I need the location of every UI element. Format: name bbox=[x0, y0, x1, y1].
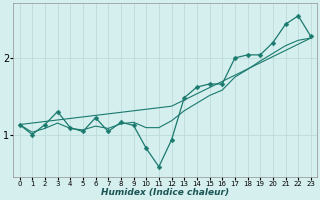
X-axis label: Humidex (Indice chaleur): Humidex (Indice chaleur) bbox=[101, 188, 229, 197]
